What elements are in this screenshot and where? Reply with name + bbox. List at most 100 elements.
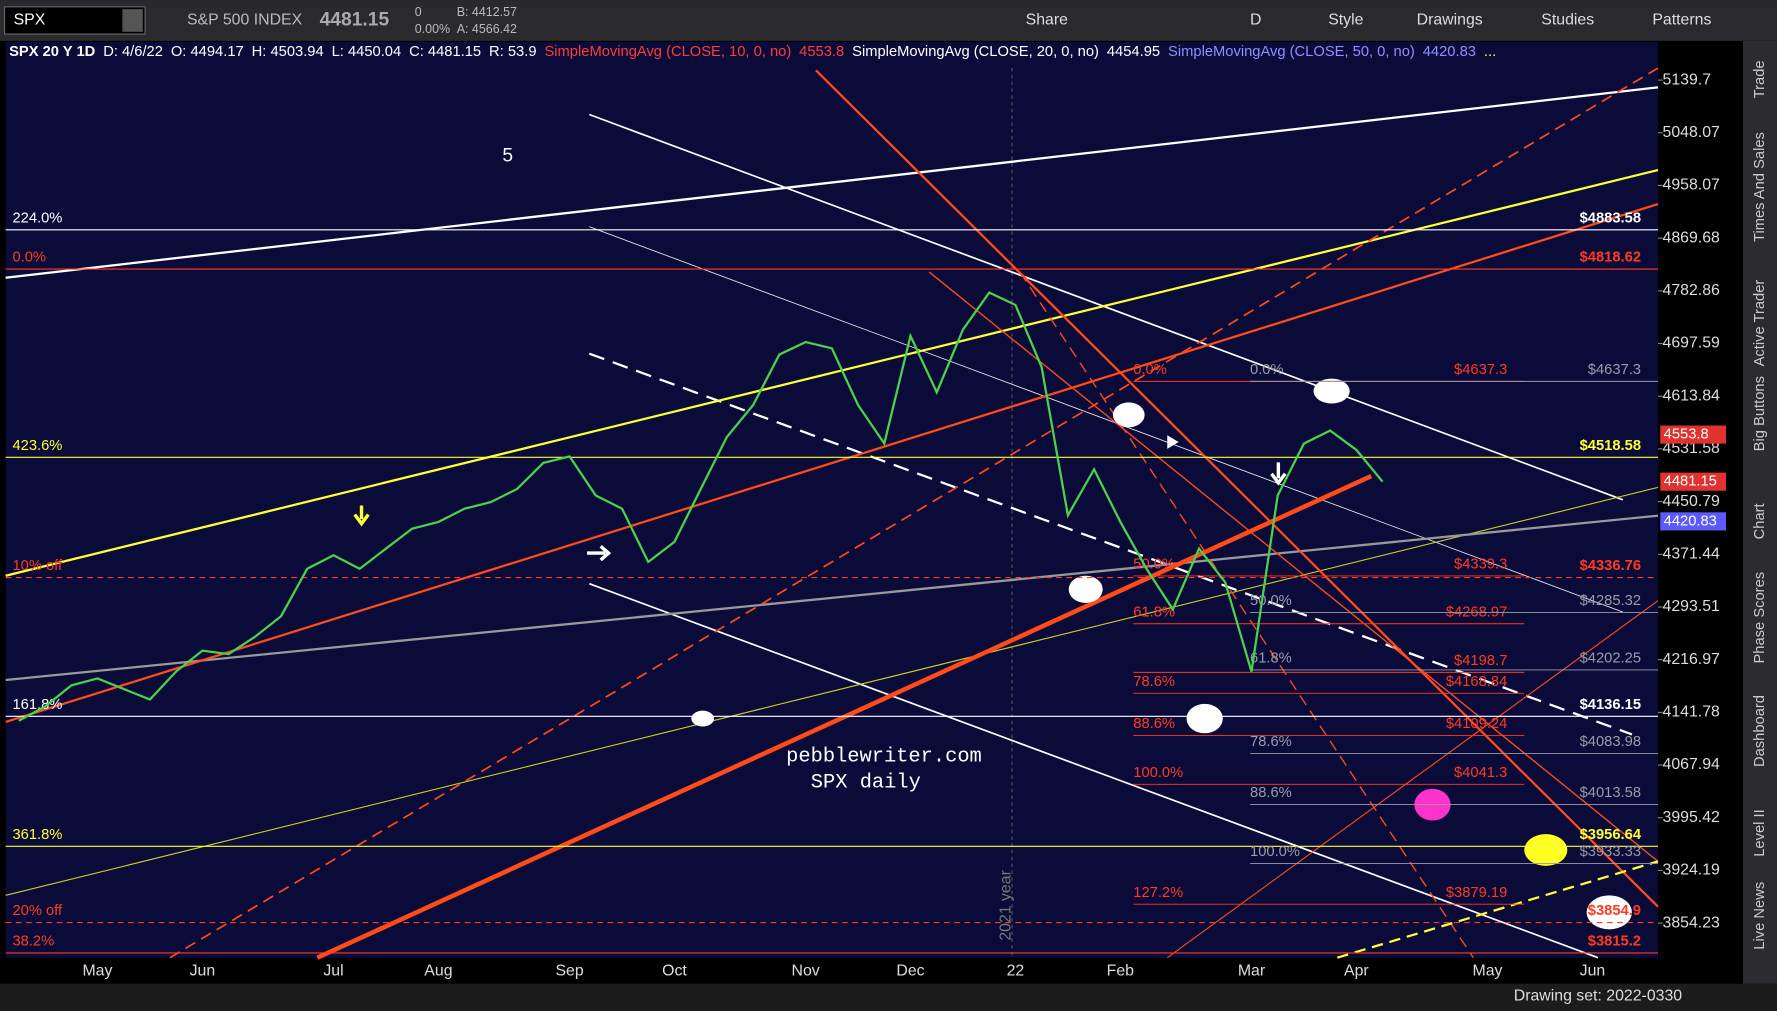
sidebar-tab[interactable]: Trade <box>1752 60 1768 98</box>
y-tick-label: 4450.79 <box>1663 493 1721 510</box>
sidebar-tab[interactable]: Dashboard <box>1752 695 1768 767</box>
marker <box>1186 703 1223 734</box>
plot-area <box>5 41 1659 958</box>
toolbar-button[interactable]: Studies <box>1541 12 1594 29</box>
x-tick-label: Aug <box>424 962 452 979</box>
fib-price: $4083.98 <box>1580 734 1641 750</box>
arrow <box>1270 462 1287 486</box>
level-name: 0.0% <box>12 250 46 266</box>
level-name: 10% off <box>12 558 63 574</box>
x-tick-label: Dec <box>896 962 924 979</box>
price-badge <box>1660 512 1727 531</box>
toolbar-button[interactable]: Style <box>1328 12 1363 29</box>
y-tick-label: 4531.58 <box>1663 440 1721 457</box>
x-tick-label: Jun <box>190 962 216 979</box>
fib-name: 0.0% <box>1133 362 1167 378</box>
trendline <box>588 352 1633 736</box>
study-legend: C: 4481.15 <box>409 44 481 60</box>
study-legend: SimpleMovingAvg (CLOSE, 50, 0, no) <box>1168 44 1415 60</box>
y-tick-label: 4293.51 <box>1663 598 1721 615</box>
arrow <box>1167 435 1179 449</box>
trendline <box>928 271 1659 862</box>
fib-name: 78.6% <box>1250 734 1292 750</box>
fib-price: $4202.25 <box>1580 650 1641 666</box>
trendline <box>5 168 1659 577</box>
trendline <box>5 202 1659 724</box>
level-name: 38.2% <box>12 933 54 949</box>
price-badge <box>1660 472 1727 491</box>
x-tick-label: Mar <box>1238 962 1266 979</box>
sidebar-tab[interactable]: Level II <box>1752 809 1768 856</box>
symbol-box[interactable] <box>3 6 146 35</box>
study-legend: SimpleMovingAvg (CLOSE, 20, 0, no) <box>852 44 1099 60</box>
fib-price: $3879.19 <box>1446 885 1507 901</box>
sidebar-tab[interactable]: Times And Sales <box>1752 132 1768 242</box>
trendline <box>1336 860 1659 959</box>
symbol-dropdown[interactable] <box>122 9 143 32</box>
y-tick-label: 4869.68 <box>1663 229 1721 246</box>
study-legend: L: 4450.04 <box>332 44 402 60</box>
arrow <box>353 505 370 527</box>
study-legend: ... <box>1484 44 1496 60</box>
price-badge-label: 4420.83 <box>1664 513 1717 529</box>
y-tick-label: 4371.44 <box>1663 545 1721 562</box>
study-legend: SPX 20 Y 1D <box>9 44 96 60</box>
fib-name: 50.0% <box>1250 593 1292 609</box>
marker <box>1112 402 1145 428</box>
sidebar-tab[interactable]: Live News <box>1752 882 1768 950</box>
change: 0 <box>415 5 422 19</box>
marker <box>1068 575 1103 603</box>
level-price: $4818.62 <box>1580 250 1641 266</box>
sidebar-tab[interactable]: Phase Scores <box>1752 572 1768 664</box>
level-price: $4136.15 <box>1580 697 1641 713</box>
study-legend: 4454.95 <box>1107 44 1160 60</box>
toolbar <box>0 0 1777 41</box>
trendline <box>5 514 1659 682</box>
change-pct: 0.00% <box>415 22 450 36</box>
level-price: $4518.58 <box>1580 438 1641 454</box>
level-name: 423.6% <box>12 438 62 454</box>
status-bar <box>0 983 1777 1011</box>
trendline <box>815 69 1659 908</box>
sidebar <box>1743 40 1777 984</box>
fib-name: 100.0% <box>1250 844 1300 860</box>
x-tick-label: May <box>1473 962 1503 979</box>
marker <box>691 710 714 727</box>
sidebar-tab[interactable]: Chart <box>1752 503 1768 539</box>
toolbar-button[interactable]: Share <box>1026 12 1068 29</box>
trendline <box>589 582 1599 959</box>
ask: A: 4566.42 <box>457 22 517 36</box>
toolbar-button[interactable]: Drawings <box>1417 12 1483 29</box>
price-badge <box>1660 425 1727 444</box>
level-price: $3956.64 <box>1580 827 1642 843</box>
study-legend: O: 4494.17 <box>171 44 244 60</box>
price-line <box>18 291 1384 722</box>
sidebar-tab[interactable]: Big Buttons <box>1752 376 1768 451</box>
fib-price: $4198.7 <box>1454 653 1507 669</box>
level-name: 361.8% <box>12 827 62 843</box>
y-tick-label: 4958.07 <box>1663 177 1721 194</box>
toolbar-button[interactable]: Patterns <box>1652 12 1711 29</box>
fib-name: 100.0% <box>1133 765 1183 781</box>
trendline <box>1166 600 1659 959</box>
study-legend: 4553.8 <box>799 44 844 60</box>
y-tick-label: 4067.94 <box>1663 756 1721 773</box>
symbol[interactable]: SPX <box>14 12 46 29</box>
y-tick-label: 3995.42 <box>1663 809 1721 826</box>
drawings <box>5 67 1659 960</box>
study-legend: R: 53.9 <box>489 44 536 60</box>
trendline <box>5 86 1659 279</box>
wave-label: 5 <box>502 146 513 167</box>
y-tick-label: 4613.84 <box>1663 387 1721 404</box>
arrow <box>587 545 612 562</box>
level-price: $3815.2 <box>1588 933 1641 949</box>
toolbar-button[interactable]: D <box>1250 12 1261 29</box>
fib-price: $4013.58 <box>1580 785 1641 801</box>
fib-price: $4285.32 <box>1580 593 1641 609</box>
description: S&P 500 INDEX <box>187 12 303 29</box>
y-tick-label: 5048.07 <box>1663 124 1721 141</box>
chart: 5139.7 5048.07 4958.07 4869.68 4782.86 4697.5… <box>5 71 1727 979</box>
sidebar-tab[interactable]: Active Trader <box>1752 280 1768 367</box>
marker <box>1313 378 1350 404</box>
